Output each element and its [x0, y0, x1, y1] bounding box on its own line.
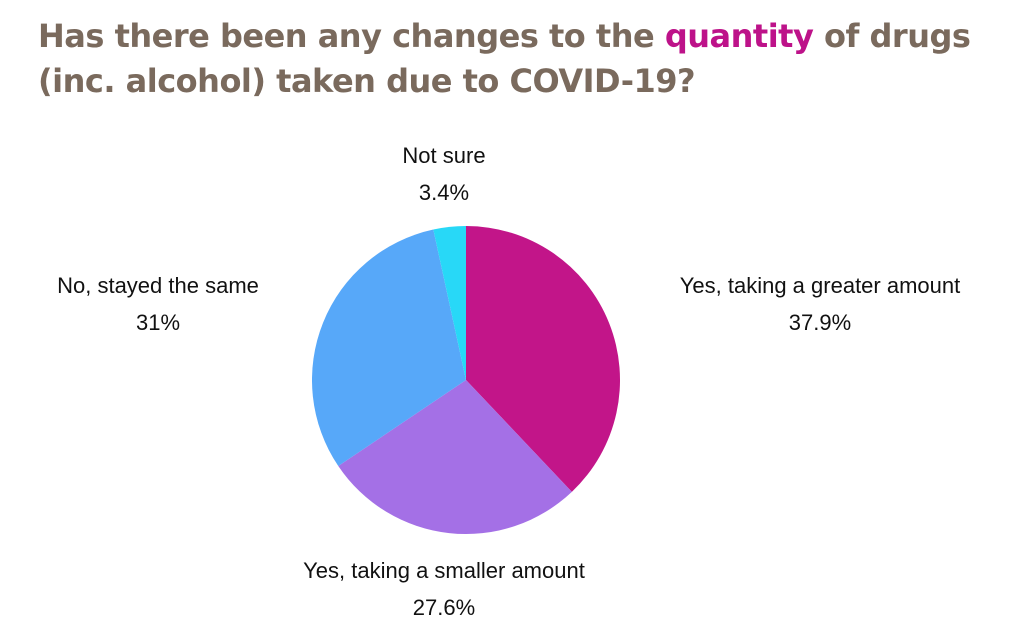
title-text-after: of drugs (inc. alcohol) taken due to COV… — [38, 17, 971, 100]
slice-label-taking-greater: Yes, taking a greater amount — [680, 273, 960, 298]
slice-value-stayed-same: 31% — [136, 310, 180, 335]
slice-label-taking-smaller: Yes, taking a smaller amount — [303, 558, 585, 583]
title-text-before: Has there been any changes to the — [38, 17, 665, 55]
slice-label-not-sure: Not sure — [402, 143, 485, 168]
pie-slice-not-sure — [433, 226, 466, 380]
pie-slice-taking-smaller — [338, 380, 572, 535]
chart-title: Has there been any changes to the quanti… — [38, 14, 998, 104]
pie-slice-stayed-same — [311, 229, 466, 467]
slice-label-stayed-same: No, stayed the same — [57, 273, 259, 298]
pie-labels: Yes, taking a greater amount 37.9% Yes, ta… — [57, 143, 960, 620]
slice-value-taking-greater: 37.9% — [789, 310, 851, 335]
title-highlight: quantity — [664, 17, 814, 55]
pie-slices — [311, 226, 621, 535]
slice-value-taking-smaller: 27.6% — [413, 595, 475, 620]
slice-value-not-sure: 3.4% — [419, 180, 469, 205]
pie-slice-taking-greater — [466, 226, 621, 492]
